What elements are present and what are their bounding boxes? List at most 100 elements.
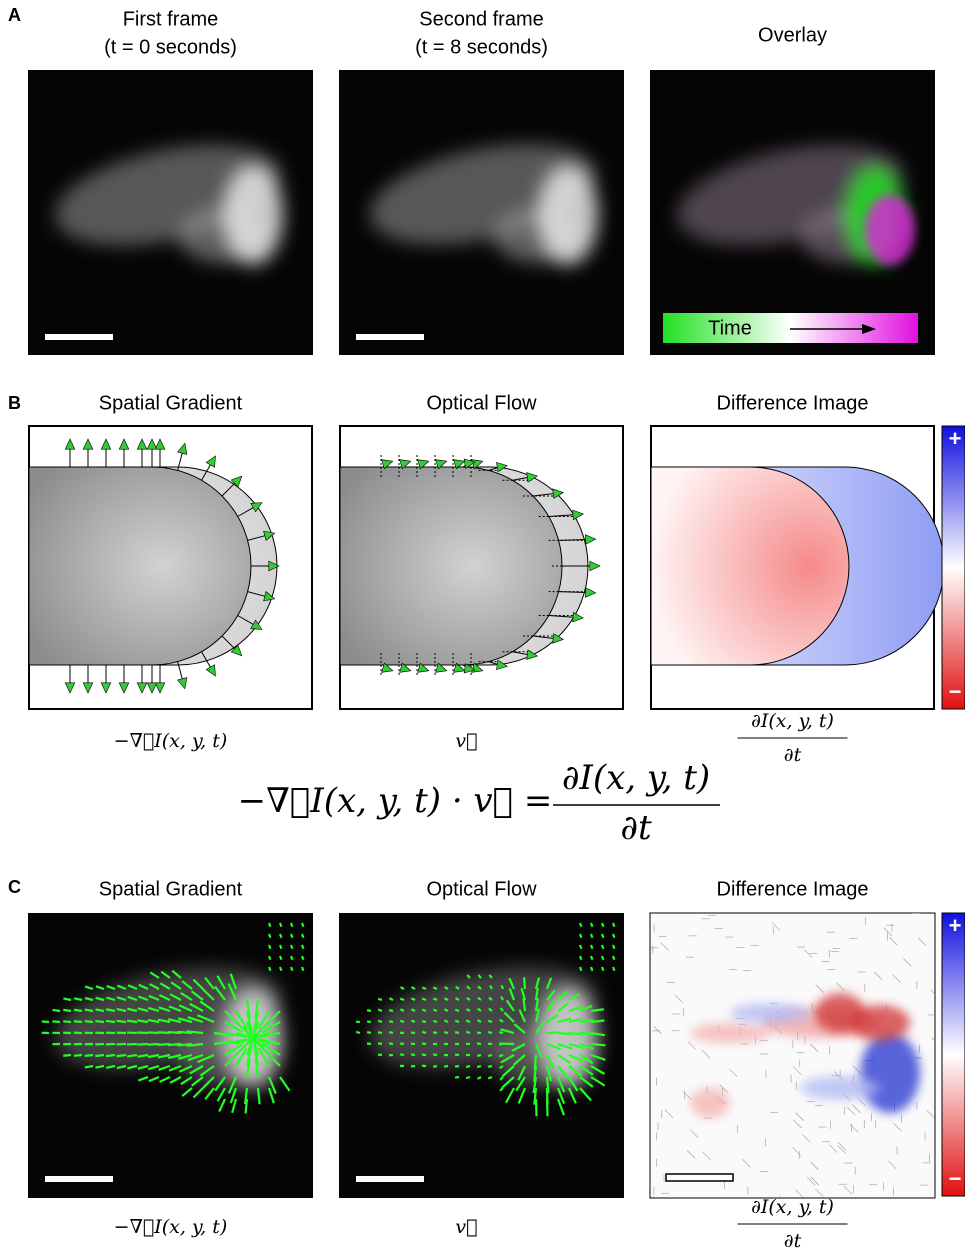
scale-bar: [356, 334, 424, 340]
vector: [53, 1010, 60, 1011]
colorbar: [942, 913, 965, 1196]
vector: [269, 923, 270, 927]
caption-gradient: −∇⃗I(x, y, t): [114, 1216, 228, 1238]
vector: [602, 967, 603, 971]
caption-gradient: −∇⃗I(x, y, t): [114, 730, 228, 752]
vector: [422, 987, 426, 989]
vector: [127, 1021, 137, 1022]
vector: [444, 1032, 448, 1033]
caption-numerator: ∂I(x, y, t): [751, 1196, 834, 1218]
vector: [356, 1032, 360, 1033]
vector: [499, 1055, 503, 1056]
vector: [378, 1032, 382, 1033]
difference-blob: [690, 1023, 770, 1043]
vector: [591, 967, 592, 971]
vector: [52, 1021, 60, 1022]
scale-bar: [356, 1176, 424, 1182]
vector: [433, 1021, 437, 1022]
vector: [269, 967, 270, 971]
vector: [591, 1044, 605, 1045]
original-shape: [340, 467, 562, 665]
vector: [148, 1044, 159, 1045]
vector: [613, 934, 614, 938]
vector: [444, 998, 448, 1000]
vector: [433, 998, 437, 1000]
vector: [95, 1009, 104, 1011]
vector: [85, 1066, 93, 1067]
diagram: [651, 467, 944, 665]
vector: [291, 934, 292, 938]
panel-title: Optical Flow: [426, 878, 537, 900]
vector: [389, 1010, 393, 1011]
vector: [127, 1044, 137, 1045]
vector: [455, 1066, 459, 1067]
panel-title: (t = 0 seconds): [104, 36, 237, 58]
vector: [74, 1021, 82, 1022]
vector: [488, 1066, 492, 1067]
vector: [95, 1021, 104, 1022]
red-shape: [651, 467, 849, 665]
panel-title: Optical Flow: [426, 392, 537, 414]
panel-title: Second frame: [419, 8, 544, 30]
vector: [411, 1054, 415, 1055]
vector: [488, 1055, 492, 1056]
vector: [591, 934, 592, 938]
cell-bright: [538, 165, 598, 265]
vector: [280, 956, 281, 960]
vector: [400, 999, 404, 1000]
vector: [466, 1077, 470, 1078]
difference-blob: [860, 1033, 920, 1113]
magenta: [865, 195, 915, 265]
vector: [280, 967, 281, 971]
colorbar: [942, 426, 965, 709]
time-label: Time: [708, 317, 752, 339]
vector: [433, 1066, 437, 1067]
difference-blob: [800, 1076, 880, 1100]
caption-numerator: ∂I(x, y, t): [751, 710, 834, 732]
colorbar-plus: +: [949, 913, 962, 938]
vector: [389, 1032, 393, 1033]
vector: [411, 1021, 415, 1022]
vector: [580, 923, 581, 927]
original-shape: [29, 467, 251, 665]
vector: [302, 945, 303, 949]
vector: [602, 923, 603, 927]
figure: AFirst frame(t = 0 seconds)Second frame(…: [0, 0, 965, 1258]
vector: [499, 1032, 503, 1033]
colorbar-minus: −: [949, 1166, 962, 1191]
vector: [400, 1054, 404, 1055]
vector: [433, 1009, 437, 1011]
vector: [602, 934, 603, 938]
vector: [280, 945, 281, 949]
vector: [602, 956, 603, 960]
time-bar: [663, 313, 918, 343]
scale-bar: [666, 1174, 733, 1181]
vector: [246, 1099, 247, 1114]
difference-blob: [850, 1005, 910, 1041]
difference-blob: [730, 1003, 810, 1023]
caption-denominator: ∂t: [784, 744, 802, 766]
vector: [591, 956, 592, 960]
vector: [422, 1010, 426, 1011]
vector: [137, 1044, 148, 1045]
vector: [302, 934, 303, 938]
vector: [477, 1055, 481, 1056]
vector: [591, 1020, 604, 1022]
vector: [613, 945, 614, 949]
vector: [524, 977, 525, 989]
vector: [466, 1020, 470, 1022]
equation-denominator: ∂t: [620, 808, 652, 848]
vector: [74, 1010, 82, 1011]
vector: [536, 1099, 537, 1116]
panel-title: Spatial Gradient: [99, 878, 243, 900]
vector: [477, 1043, 481, 1044]
vector: [433, 987, 437, 989]
vector: [127, 1055, 137, 1056]
vector: [580, 945, 581, 949]
vector: [400, 1009, 404, 1011]
vector: [455, 1021, 459, 1022]
vector: [433, 1054, 437, 1055]
vector: [477, 1066, 481, 1067]
vector: [422, 1032, 426, 1033]
vector: [444, 1020, 448, 1022]
